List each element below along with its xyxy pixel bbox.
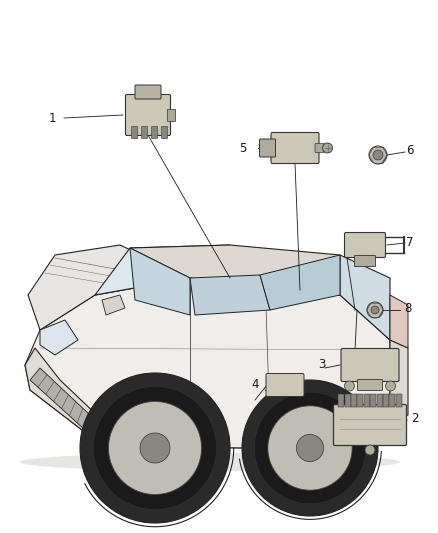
Polygon shape — [390, 340, 408, 420]
Bar — [370, 394, 376, 407]
Polygon shape — [25, 278, 390, 448]
Polygon shape — [28, 245, 190, 330]
Bar — [396, 394, 402, 407]
Bar — [141, 126, 147, 138]
FancyBboxPatch shape — [271, 133, 319, 164]
Bar — [377, 394, 382, 407]
FancyBboxPatch shape — [333, 405, 406, 446]
Text: 7: 7 — [406, 236, 414, 248]
Circle shape — [373, 150, 383, 160]
FancyBboxPatch shape — [354, 255, 375, 266]
Polygon shape — [130, 248, 190, 315]
Bar — [167, 109, 175, 121]
Circle shape — [268, 406, 352, 490]
Circle shape — [80, 373, 230, 523]
Circle shape — [93, 386, 216, 510]
Circle shape — [385, 381, 396, 391]
Text: 8: 8 — [404, 302, 412, 314]
Bar — [161, 126, 167, 138]
Polygon shape — [260, 255, 340, 310]
Bar — [389, 394, 395, 407]
Bar — [131, 126, 137, 138]
Bar — [351, 394, 357, 407]
Bar — [339, 394, 344, 407]
Circle shape — [345, 381, 354, 391]
Bar — [345, 394, 351, 407]
Circle shape — [109, 401, 201, 495]
Text: 1: 1 — [48, 111, 56, 125]
Bar — [383, 394, 389, 407]
Text: 2: 2 — [411, 411, 419, 424]
Polygon shape — [25, 348, 100, 440]
Circle shape — [254, 392, 366, 504]
Text: 5: 5 — [239, 141, 247, 155]
Polygon shape — [130, 245, 340, 295]
Circle shape — [369, 146, 387, 164]
Polygon shape — [190, 275, 270, 315]
FancyBboxPatch shape — [135, 85, 161, 99]
Circle shape — [371, 306, 379, 314]
Polygon shape — [102, 295, 125, 315]
Text: 3: 3 — [318, 359, 326, 372]
FancyBboxPatch shape — [126, 94, 170, 135]
Polygon shape — [30, 368, 90, 430]
Polygon shape — [390, 295, 408, 348]
Bar — [151, 126, 157, 138]
Polygon shape — [340, 255, 390, 340]
Polygon shape — [95, 245, 230, 295]
Ellipse shape — [20, 453, 400, 471]
FancyBboxPatch shape — [259, 139, 276, 157]
FancyBboxPatch shape — [357, 379, 382, 391]
FancyBboxPatch shape — [266, 374, 304, 397]
FancyBboxPatch shape — [345, 232, 385, 257]
FancyBboxPatch shape — [341, 349, 399, 382]
Circle shape — [140, 433, 170, 463]
Text: 4: 4 — [251, 378, 259, 392]
Circle shape — [242, 380, 378, 516]
Circle shape — [297, 434, 324, 462]
Bar — [357, 394, 364, 407]
Polygon shape — [40, 320, 78, 355]
Circle shape — [365, 445, 375, 455]
Text: 6: 6 — [406, 143, 414, 157]
Circle shape — [322, 143, 332, 153]
Bar — [364, 394, 370, 407]
FancyBboxPatch shape — [315, 143, 324, 152]
Circle shape — [367, 302, 383, 318]
